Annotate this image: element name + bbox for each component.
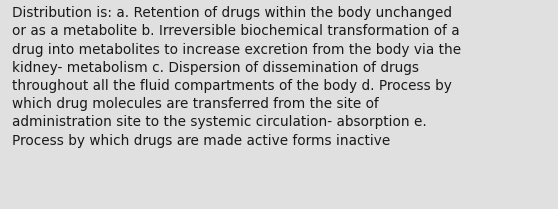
Text: Distribution is: a. Retention of drugs within the body unchanged
or as a metabol: Distribution is: a. Retention of drugs w… [12,6,461,148]
